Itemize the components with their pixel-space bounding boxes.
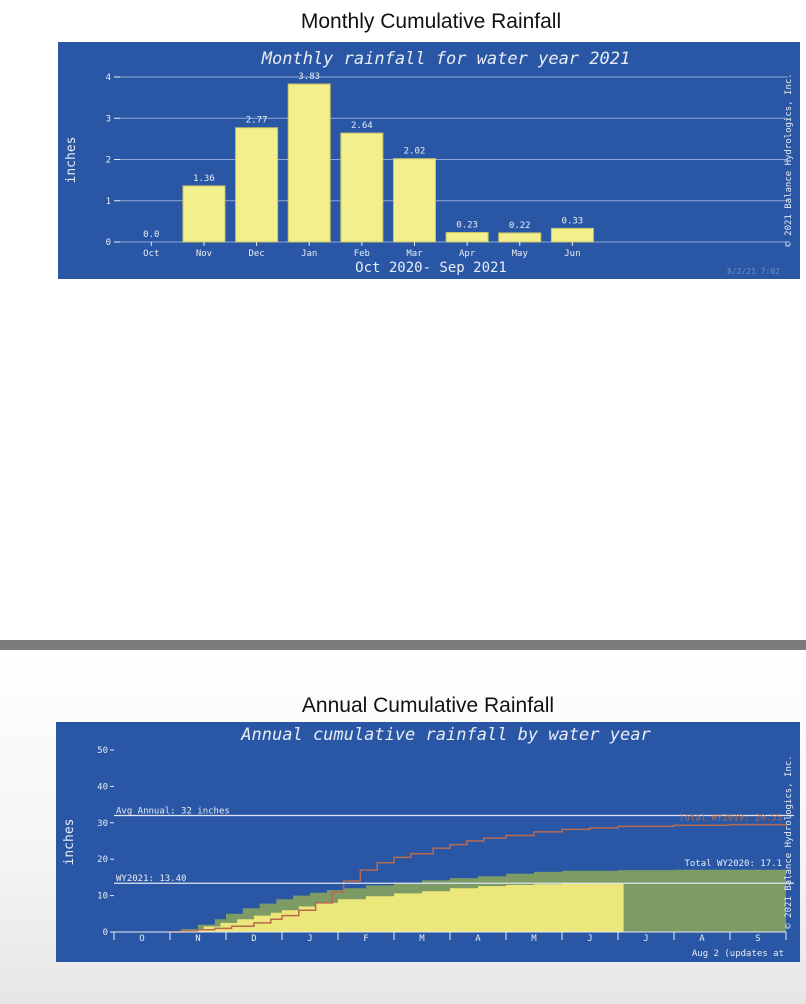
footer-note: Aug 2 (updates at (692, 949, 784, 959)
monthly-rainfall-chart: 0.0 1.36 2.77 3.83 2.64 2.02 0.23 0.22 0.33 0 1 2 3… (58, 42, 800, 279)
bar-value-label: 0.22 (509, 221, 531, 231)
series-total-label: Total WY2019: 29.55 (679, 813, 782, 823)
y-tick-label: 0 (103, 928, 108, 938)
x-tick-label: J (587, 934, 592, 944)
series-wy2019-line (170, 823, 787, 933)
annual-heading: Annual Cumulative Rainfall (301, 694, 555, 717)
y-tick-label: 30 (97, 819, 108, 829)
x-tick-label: Mar (406, 249, 423, 259)
annual-rainfall-chart: Avg Annual: 32 inches WY2021: 13.40 0 10 20… (56, 722, 800, 962)
bar-value-label: 2.02 (404, 147, 426, 157)
series-wy2021-area (170, 883, 624, 932)
bar-value-label: 0.0 (143, 230, 159, 240)
y-axis-label: inches (62, 819, 77, 866)
bar-jun (550, 227, 594, 243)
x-tick-label: O (139, 934, 144, 944)
copyright-note: © 2021 Balance Hydrologics, Inc. (784, 755, 794, 928)
bar-mar (392, 158, 436, 243)
reference-line-label: Avg Annual: 32 inches (116, 807, 230, 817)
x-tick-label: Feb (354, 249, 370, 259)
x-tick-label: Jun (564, 249, 580, 259)
y-tick-label: 50 (97, 746, 108, 756)
x-tick-label: F (363, 934, 368, 944)
x-axis-label: Oct 2020- Sep 2021 (355, 260, 507, 276)
bar-dec (235, 127, 279, 243)
x-tick-label: A (475, 934, 481, 944)
bar-value-label: 3.83 (298, 72, 320, 82)
x-tick-label: D (251, 934, 256, 944)
reference-line-label: WY2021: 13.40 (116, 874, 186, 884)
bar-value-label: 0.33 (562, 216, 584, 226)
series-total-label: Total WY2020: 17.1 (684, 859, 782, 869)
x-tick-label: Nov (196, 249, 212, 259)
y-tick-label: 4 (106, 73, 111, 83)
bar-may (498, 232, 542, 243)
monthly-chart-svg: 0.0 1.36 2.77 3.83 2.64 2.02 0.23 0.22 0.33 0 1 2 3… (64, 49, 794, 276)
y-tick-label: 0 (106, 238, 111, 248)
y-tick-label: 1 (106, 197, 111, 207)
x-tick-label: N (195, 934, 200, 944)
bar-jan (287, 83, 331, 243)
panel-divider (0, 640, 806, 650)
y-tick-label: 40 (97, 782, 108, 792)
bar-apr (445, 232, 489, 243)
y-tick-label: 10 (97, 892, 108, 902)
x-tick-label: Jan (301, 249, 317, 259)
x-tick-label: A (699, 934, 705, 944)
x-tick-label: Dec (248, 249, 264, 259)
x-tick-label: J (643, 934, 648, 944)
timestamp: 8/2/21 7:02 (727, 267, 780, 276)
bar-feb (340, 132, 384, 243)
annual-chart-svg: Avg Annual: 32 inches WY2021: 13.40 0 10 20… (62, 725, 794, 959)
y-tick-label: 20 (97, 855, 108, 865)
chart-title: Monthly rainfall for water year 2021 (261, 49, 630, 69)
x-tick-label: May (512, 249, 529, 259)
chart-title: Annual cumulative rainfall by water year (240, 725, 651, 745)
bar-value-label: 1.36 (193, 174, 215, 184)
monthly-heading: Monthly Cumulative Rainfall (300, 10, 562, 33)
bar-value-label: 2.77 (246, 116, 268, 126)
bar-value-label: 2.64 (351, 121, 373, 131)
x-tick-label: Oct (143, 249, 159, 259)
bar-value-label: 0.23 (456, 221, 478, 231)
x-tick-label: S (755, 934, 760, 944)
x-tick-label: Apr (459, 249, 476, 259)
bar-nov (182, 185, 226, 243)
x-tick-label: M (419, 934, 425, 944)
copyright-note: © 2021 Balance Hydrologics, Inc. (784, 73, 794, 246)
x-tick-label: M (531, 934, 537, 944)
y-tick-label: 2 (106, 156, 111, 166)
y-tick-label: 3 (106, 114, 111, 124)
x-tick-label: J (307, 934, 312, 944)
y-axis-label: inches (64, 137, 79, 184)
